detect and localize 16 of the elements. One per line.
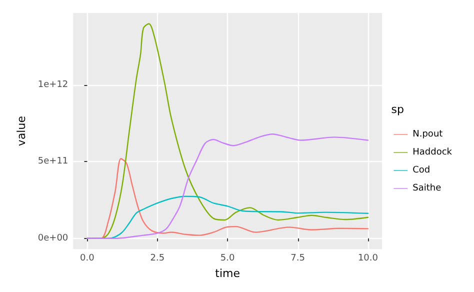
y-tick-label: 5e+11 [38,156,68,167]
x-tick-label: 2.5 [150,254,165,264]
legend-label: Cod [412,166,430,176]
legend-label: N.pout [412,130,444,140]
x-tick-label: 5.0 [220,254,235,264]
legend-title: sp [391,103,404,116]
y-axis-title: value [15,116,28,146]
x-axis-title: time [215,267,240,280]
x-tick-label: 10.0 [358,254,378,264]
y-tick-label: 1e+12 [38,80,68,90]
y-tick-label: 0e+00 [38,233,68,244]
line-series [86,134,369,239]
x-tick-label: 0.0 [80,254,95,264]
legend-label: Saithe [412,184,442,194]
x-tick-label: 7.5 [290,254,305,264]
legend-label: Haddock [412,148,453,158]
